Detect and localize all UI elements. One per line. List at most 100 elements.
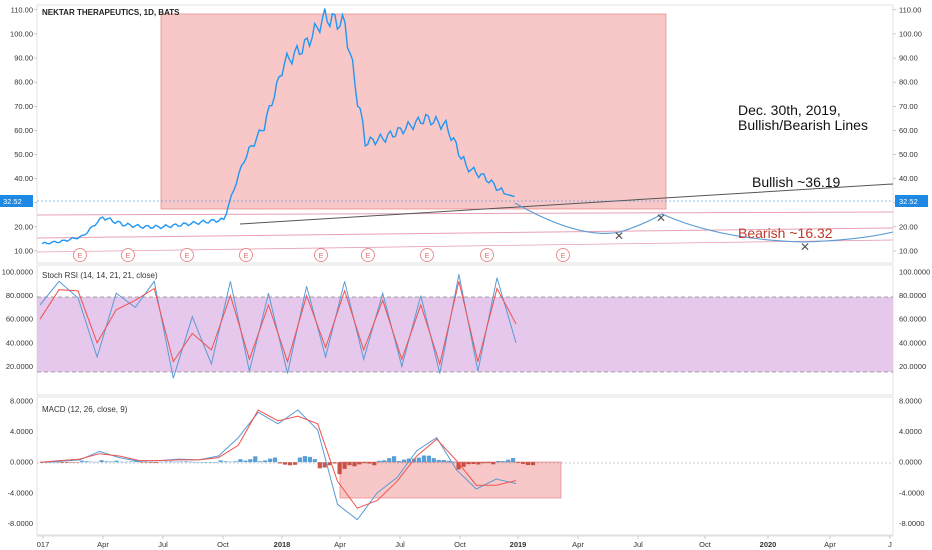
- macd-histogram-bar: [154, 462, 159, 463]
- macd-y-tick-label-left: 0.0000: [10, 458, 33, 467]
- projection-marker-3: ✕: [800, 240, 810, 254]
- earnings-marker-label: E: [424, 251, 429, 260]
- macd-signal-line: [39, 409, 517, 509]
- macd-histogram-bar: [367, 462, 372, 464]
- macd-histogram-bar: [104, 461, 109, 463]
- chart-title: NEKTAR THERAPEUTICS, 1D, BATS: [42, 8, 180, 17]
- macd-histogram-bar: [248, 459, 253, 463]
- earnings-marker-circle[interactable]: [121, 248, 135, 262]
- price-y-tick-label-right: 10.00: [899, 246, 918, 255]
- macd-histogram-bar: [530, 462, 536, 466]
- earnings-marker-label: E: [365, 251, 370, 260]
- macd-histogram-bar: [134, 460, 139, 463]
- stoch-band: [37, 297, 893, 372]
- x-axis-tick-label: Apr: [824, 540, 836, 549]
- macd-histogram-bar: [471, 462, 476, 464]
- stoch-y-tick-label-left: 80.0000: [6, 291, 33, 300]
- price-y-tick-label-right: 70.00: [899, 102, 918, 111]
- macd-histogram-bar: [278, 462, 283, 464]
- macd-histogram-bar: [377, 460, 382, 463]
- price-y-tick-label-left: 10.00: [14, 246, 33, 255]
- macd-histogram-bar: [357, 462, 362, 465]
- stoch-y-tick-label-left: 100.0000: [2, 268, 33, 277]
- earnings-marker-label: E: [484, 251, 489, 260]
- macd-histogram-bar: [124, 461, 129, 463]
- macd-histogram-bar: [64, 462, 69, 463]
- macd-y-tick-label-left: 4.0000: [10, 427, 33, 436]
- macd-histogram-bar: [446, 460, 451, 463]
- projection-marker-1: ✕: [614, 229, 624, 243]
- x-axis-tick-label: Apr: [97, 540, 109, 549]
- macd-y-axis-left: -8.0000 -4.0000 0.0000 4.0000 8.0000: [8, 396, 33, 528]
- macd-histogram-bar: [99, 460, 104, 463]
- macd-histogram-bar: [144, 462, 149, 463]
- stoch-label: Stoch RSI (14, 14, 21, 21, close): [42, 271, 158, 280]
- earnings-marker-circle[interactable]: [556, 248, 570, 262]
- earnings-marker-label: E: [560, 251, 565, 260]
- trend-line-bearish-bottom: [36, 239, 894, 253]
- price-y-tick-label-left: 60.00: [14, 126, 33, 135]
- price-line: [41, 8, 515, 245]
- macd-histogram-bar: [431, 458, 436, 463]
- macd-histogram-bar: [139, 462, 144, 463]
- earnings-marker-circle[interactable]: [73, 248, 87, 262]
- macd-histogram-bar: [54, 462, 60, 463]
- macd-histogram-bar: [436, 459, 441, 463]
- earnings-marker-circle[interactable]: [420, 248, 434, 262]
- stoch-y-tick-label-right: 100.0000: [899, 268, 930, 277]
- price-y-tick-label-left: 110.00: [11, 5, 33, 14]
- price-y-tick-label-right: 50.00: [899, 150, 918, 159]
- price-y-tick-label-right: 60.00: [899, 126, 918, 135]
- stoch-y-tick-label-right: 80.0000: [899, 291, 926, 300]
- price-y-tick-label-right: 110.00: [899, 5, 921, 14]
- price-y-tick-label-right: 40.00: [899, 174, 918, 183]
- macd-histogram-bar: [302, 456, 307, 463]
- stoch-y-tick-label-right: 60.0000: [899, 315, 926, 324]
- macd-label: MACD (12, 26, close, 9): [42, 405, 128, 414]
- macd-highlight-box: [339, 461, 562, 499]
- price-tag-left: 32.52: [3, 197, 22, 206]
- macd-histogram-bar: [198, 462, 203, 463]
- x-axis-tick-label: Jul: [158, 540, 168, 549]
- macd-histogram-bar: [466, 462, 471, 465]
- macd-histogram-bar: [283, 462, 288, 465]
- macd-histogram-bar: [243, 460, 248, 463]
- earnings-marker-circle[interactable]: [180, 248, 194, 262]
- macd-histogram-bar: [109, 461, 114, 463]
- macd-histogram-bar: [119, 461, 124, 463]
- macd-histogram-bar: [74, 462, 79, 463]
- macd-line: [39, 409, 517, 521]
- x-axis[interactable]: 017 Apr Jul Oct 2018 Apr Jul Oct 2019 Apr Jul Oct 20…: [37, 536, 892, 549]
- price-y-tick-label-left: 90.00: [14, 54, 33, 63]
- macd-histogram-bar: [411, 458, 417, 463]
- macd-histogram-bar: [426, 455, 431, 463]
- price-y-tick-label-right: 100.00: [899, 29, 922, 38]
- macd-histogram-bar: [347, 462, 352, 466]
- macd-histogram-bar: [456, 462, 461, 470]
- x-axis-tick-label: Oct: [217, 540, 230, 549]
- macd-histogram-bar: [506, 459, 511, 463]
- annotation-bearish: Bearish ~16.32: [738, 225, 833, 241]
- macd-histogram-bar: [45, 462, 50, 463]
- earnings-marker-circle[interactable]: [480, 248, 494, 262]
- price-y-tick-label-right: 90.00: [899, 54, 918, 63]
- macd-histogram-bar: [84, 461, 89, 463]
- macd-histogram-bar: [94, 461, 99, 463]
- stoch-y-axis-right: 20.0000 40.0000 60.0000 80.0000 100.0000: [899, 268, 930, 371]
- x-axis-tick-label: Apr: [572, 540, 584, 549]
- earnings-marker-circle[interactable]: [239, 248, 253, 262]
- macd-histogram-bar: [203, 462, 208, 463]
- earnings-marker-circle[interactable]: [361, 248, 375, 262]
- macd-y-tick-label-right: 0.0000: [899, 458, 922, 467]
- macd-histogram-bar: [223, 461, 228, 463]
- macd-histogram-bar: [416, 457, 421, 463]
- price-y-tick-label-left: 40.00: [14, 174, 33, 183]
- macd-histogram-bar: [287, 462, 293, 466]
- price-tag-left-bg: [0, 195, 33, 207]
- earnings-marker-circle[interactable]: [314, 248, 328, 262]
- macd-histogram-bar: [312, 459, 317, 463]
- macd-histogram-bar: [476, 462, 481, 465]
- annotation-note-line1: Dec. 30th, 2019,: [738, 102, 841, 118]
- x-axis-tick-label: 2018: [274, 540, 291, 549]
